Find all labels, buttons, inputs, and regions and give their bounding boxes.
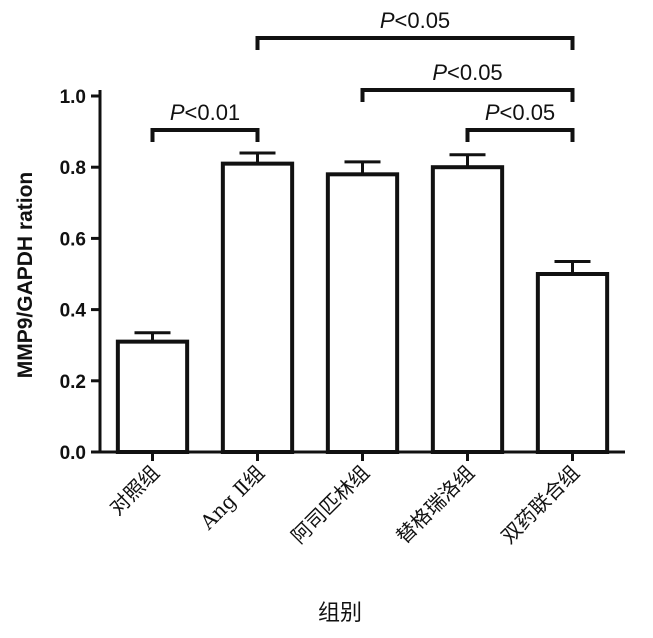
x-axis-label: 组别: [318, 601, 362, 626]
x-tick-label: Ang Ⅱ组: [195, 461, 269, 535]
x-tick-label: 对照组: [105, 461, 164, 520]
y-tick-label: 0.8: [60, 158, 86, 179]
significance-bracket: [465, 128, 575, 142]
significance-bracket: [150, 128, 260, 142]
error-bars: [134, 151, 591, 342]
bar: [430, 165, 505, 454]
significance-bracket: [255, 36, 575, 50]
y-tick-label: 0.4: [60, 301, 87, 322]
bars: [115, 161, 610, 455]
y-tick-label: 1.0: [60, 87, 86, 108]
significance-label: P<0.05: [380, 8, 450, 33]
y-axis-label: MMP9/GAPDH ration: [14, 172, 37, 379]
significance-label: P<0.05: [432, 60, 502, 85]
y-tick-label: 0.6: [60, 229, 86, 250]
x-tick-label: 替格瑞洛组: [391, 461, 479, 549]
significance-brackets: P<0.01 P<0.05 P<0.05 P<0.05: [150, 8, 575, 142]
bar: [115, 339, 190, 455]
bar: [535, 272, 610, 454]
bar: [325, 172, 400, 454]
significance-label: P<0.01: [170, 100, 240, 125]
significance-label: P<0.05: [485, 100, 555, 125]
x-tick-label: 阿司匹林组: [286, 461, 374, 549]
y-tick-label: 0.0: [60, 443, 86, 464]
x-tick-label: 双药联合组: [496, 461, 584, 549]
y-tick-label: 0.2: [60, 372, 86, 393]
bar: [220, 161, 295, 454]
labels: 0.0 0.2 0.4 0.6 0.8 1.0 对照组 Ang Ⅱ组 阿司匹林组 替格瑞洛组 双药联…: [60, 87, 584, 548]
significance-bracket: [360, 88, 575, 102]
